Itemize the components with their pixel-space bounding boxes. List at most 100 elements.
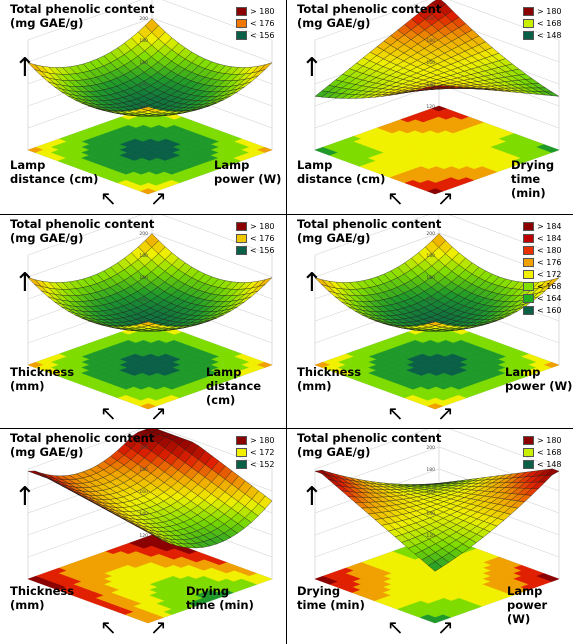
legend-label: < 148 — [537, 31, 562, 40]
legend-item: > 180 — [236, 6, 275, 17]
x-axis-label: Thickness (mm) — [10, 584, 75, 612]
legend-swatch — [236, 222, 247, 231]
z-tick-label: 180 — [139, 467, 148, 473]
legend-label: < 164 — [537, 294, 562, 303]
legend-item: > 180 — [236, 221, 275, 232]
grid-line — [27, 215, 273, 256]
legend-label: > 180 — [250, 222, 275, 231]
grid-line — [314, 232, 560, 278]
grid-line — [27, 232, 273, 278]
grid-line — [314, 215, 560, 256]
y-axis-label: Drying time (min) — [511, 158, 555, 200]
tick-labels: 120140160180200220 — [139, 16, 148, 110]
legend-swatch — [523, 234, 534, 243]
chart-panel-2: 120140160180200220↑↖↗ Total phenolic con… — [287, 0, 573, 214]
legend-item: < 160 — [523, 305, 562, 316]
chart-title: Total phenolic content (mg GAE/g) — [10, 431, 155, 459]
z-tick-label: 120 — [426, 319, 435, 325]
surface-cell — [140, 106, 156, 111]
diagonal-arrow-right-icon: ↗ — [150, 615, 167, 639]
legend-swatch — [236, 460, 247, 469]
z-tick-label: 160 — [139, 60, 148, 66]
chart-panel-4: 120140160180200220↑↖↗ Total phenolic con… — [287, 215, 573, 429]
y-axis-label: Lamp distance (cm) — [206, 365, 262, 407]
diagonal-arrow-left-icon: ↖ — [100, 186, 117, 210]
surface-mesh — [314, 468, 560, 572]
legend-swatch — [523, 246, 534, 255]
legend-item: < 176 — [523, 257, 562, 268]
legend-label: < 176 — [250, 234, 275, 243]
surface-mesh — [314, 233, 560, 332]
diagonal-arrow-right-icon: ↗ — [437, 401, 454, 425]
legend: > 180 < 172 < 152 — [236, 435, 275, 471]
up-arrow-icon: ↑ — [301, 53, 323, 83]
legend-label: < 160 — [537, 306, 562, 315]
surface-cell — [428, 561, 443, 572]
legend: > 184 < 184 < 180 < 176 < 172 < 168 < 164 < 160 — [523, 221, 562, 317]
x-axis-label: Lamp distance (cm) — [297, 158, 386, 186]
z-tick-label: 120 — [139, 533, 148, 539]
legend-item: < 148 — [523, 30, 562, 41]
up-arrow-icon: ↑ — [14, 53, 36, 83]
z-tick-label: 140 — [426, 82, 435, 88]
legend-item: < 148 — [523, 459, 562, 470]
legend-label: < 184 — [537, 234, 562, 243]
z-tick-label: 180 — [426, 467, 435, 473]
legend-label: < 156 — [250, 31, 275, 40]
surface-plot: 120140160180200220↑↖↗ — [14, 215, 273, 425]
legend-item: < 184 — [523, 233, 562, 244]
up-arrow-icon: ↑ — [301, 268, 323, 298]
contour-floor — [314, 105, 560, 195]
legend-swatch — [523, 282, 534, 291]
diagonal-arrow-left-icon: ↖ — [387, 186, 404, 210]
z-tick-label: 140 — [139, 82, 148, 88]
z-tick-label: 120 — [426, 104, 435, 110]
legend-label: < 176 — [537, 258, 562, 267]
legend-item: < 168 — [523, 18, 562, 29]
legend-item: < 164 — [523, 293, 562, 304]
z-tick-label: 200 — [139, 16, 148, 22]
z-tick-label: 140 — [426, 297, 435, 303]
legend-swatch — [523, 31, 534, 40]
z-tick-label: 200 — [426, 16, 435, 22]
tick-labels: 120140160180200220 — [426, 445, 435, 539]
chart-panel-6: 120140160180200220↑↖↗ Total phenolic con… — [287, 429, 573, 643]
chart-title: Total phenolic content (mg GAE/g) — [297, 2, 442, 30]
x-axis-label: Lamp distance (cm) — [10, 158, 99, 186]
column-divider — [286, 0, 287, 644]
legend-swatch — [236, 31, 247, 40]
diagonal-arrow-left-icon: ↖ — [100, 615, 117, 639]
legend-swatch — [523, 222, 534, 231]
surface-cell — [427, 321, 443, 326]
surface-mesh — [27, 233, 273, 332]
surface-plot: 120140160180200220↑↖↗ — [14, 429, 273, 639]
chart-panel-5: 120140160180200220↑↖↗ Total phenolic con… — [0, 429, 286, 643]
diagonal-arrow-left-icon: ↖ — [387, 615, 404, 639]
y-axis-label: Lamp power (W) — [214, 158, 282, 186]
legend-label: > 180 — [537, 436, 562, 445]
legend-item: < 168 — [523, 281, 562, 292]
legend-label: < 172 — [250, 448, 275, 457]
y-axis-label: Lamp power (W) — [505, 365, 573, 393]
legend-label: < 168 — [537, 19, 562, 28]
z-tick-label: 120 — [426, 533, 435, 539]
chart-title: Total phenolic content (mg GAE/g) — [10, 2, 155, 30]
surface-plot: 120140160180200220↑↖↗ — [301, 429, 560, 639]
legend-swatch — [236, 448, 247, 457]
legend-swatch — [523, 460, 534, 469]
y-axis-label: Drying time (min) — [186, 584, 254, 612]
legend-item: < 176 — [236, 233, 275, 244]
surface-cell — [140, 321, 156, 326]
legend-swatch — [236, 436, 247, 445]
legend-label: < 168 — [537, 448, 562, 457]
legend-item: > 180 — [236, 435, 275, 446]
contour-cell — [426, 188, 444, 195]
chart-title: Total phenolic content (mg GAE/g) — [297, 431, 442, 459]
legend-item: > 180 — [523, 6, 562, 17]
z-tick-label: 200 — [139, 231, 148, 237]
z-tick-label: 160 — [139, 275, 148, 281]
z-tick-label: 180 — [139, 38, 148, 44]
contour-cell — [139, 617, 157, 624]
up-arrow-icon: ↑ — [301, 482, 323, 512]
